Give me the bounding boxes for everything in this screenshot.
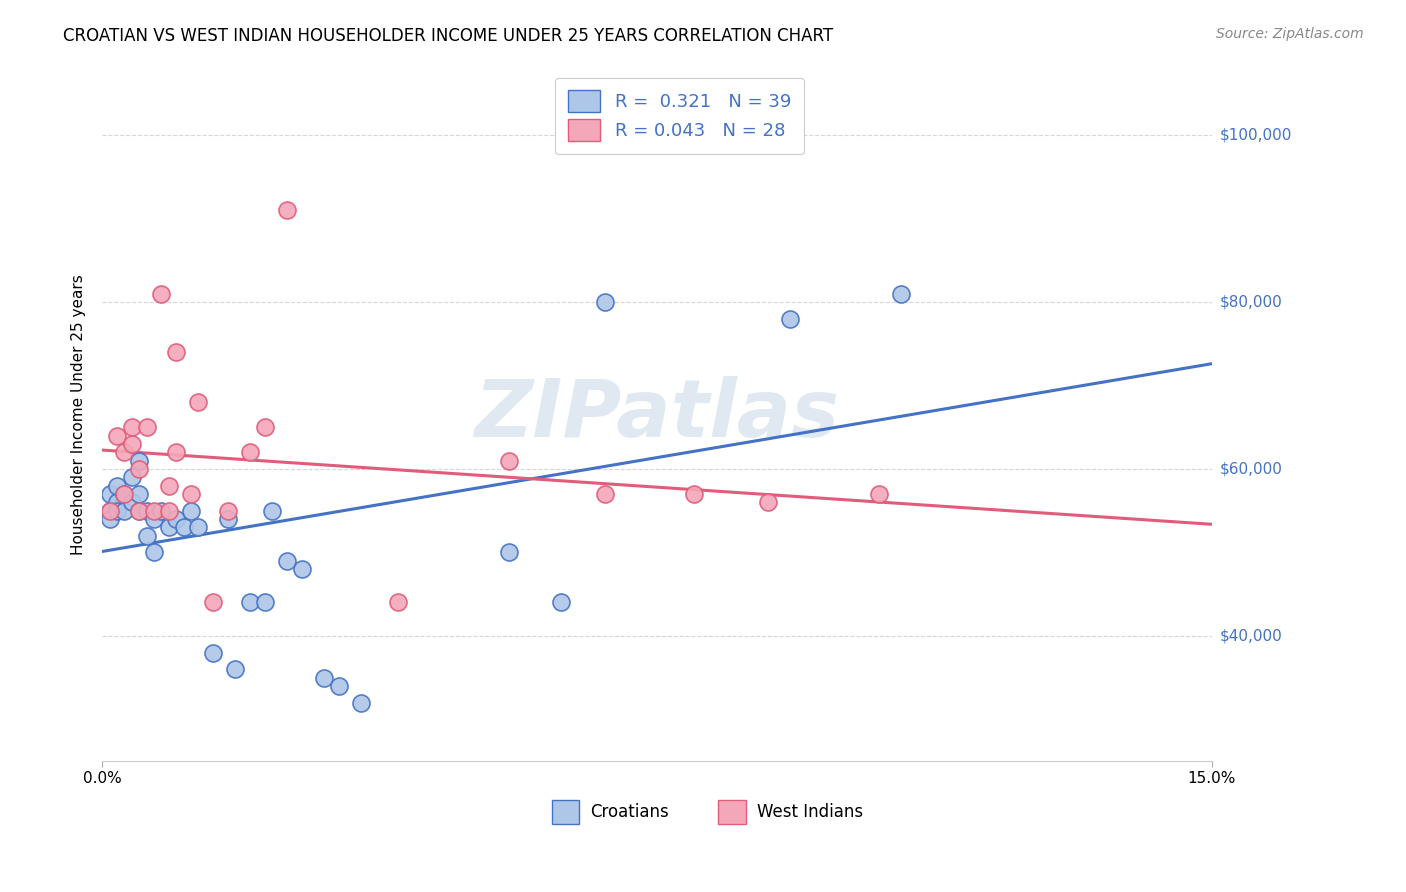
Text: $80,000: $80,000 xyxy=(1220,294,1282,310)
Point xyxy=(498,453,520,467)
Text: $40,000: $40,000 xyxy=(1220,628,1282,643)
Point xyxy=(98,504,121,518)
Point xyxy=(593,487,616,501)
FancyBboxPatch shape xyxy=(551,800,579,824)
FancyBboxPatch shape xyxy=(718,800,745,824)
Text: $60,000: $60,000 xyxy=(1220,461,1284,476)
Point xyxy=(350,696,373,710)
Point xyxy=(253,420,276,434)
Point xyxy=(135,504,157,518)
Point xyxy=(314,671,336,685)
Point xyxy=(165,445,187,459)
Point xyxy=(143,504,166,518)
Text: CROATIAN VS WEST INDIAN HOUSEHOLDER INCOME UNDER 25 YEARS CORRELATION CHART: CROATIAN VS WEST INDIAN HOUSEHOLDER INCO… xyxy=(63,27,834,45)
Point xyxy=(157,478,180,492)
Point xyxy=(112,504,135,518)
Point xyxy=(217,504,239,518)
Point xyxy=(98,487,121,501)
Point xyxy=(128,487,150,501)
Point xyxy=(328,679,350,693)
Point xyxy=(593,295,616,310)
Point xyxy=(253,595,276,609)
Point xyxy=(224,662,246,676)
Point xyxy=(121,470,143,484)
Point xyxy=(157,520,180,534)
Point xyxy=(112,487,135,501)
Point xyxy=(157,504,180,518)
Point xyxy=(239,445,262,459)
Point xyxy=(276,554,298,568)
Point xyxy=(121,420,143,434)
Point xyxy=(128,462,150,476)
Point xyxy=(262,504,284,518)
Point xyxy=(128,504,150,518)
Point xyxy=(187,520,209,534)
Point xyxy=(112,487,135,501)
Point xyxy=(291,562,314,576)
Point xyxy=(217,512,239,526)
Point xyxy=(202,595,225,609)
Point xyxy=(128,504,150,518)
Point xyxy=(550,595,572,609)
Point xyxy=(239,595,262,609)
Point xyxy=(890,286,912,301)
Point xyxy=(387,595,409,609)
Point xyxy=(276,203,298,218)
Text: ZIPatlas: ZIPatlas xyxy=(475,376,839,454)
Point xyxy=(143,545,166,559)
Point xyxy=(105,478,128,492)
Point xyxy=(683,487,706,501)
Text: Source: ZipAtlas.com: Source: ZipAtlas.com xyxy=(1216,27,1364,41)
Point xyxy=(498,545,520,559)
Point xyxy=(98,504,121,518)
Point xyxy=(150,504,173,518)
Point xyxy=(121,437,143,451)
Point xyxy=(128,453,150,467)
Point xyxy=(756,495,779,509)
Point xyxy=(121,495,143,509)
Text: Croatians: Croatians xyxy=(591,803,669,821)
Point xyxy=(105,495,128,509)
Point xyxy=(180,487,202,501)
Text: West Indians: West Indians xyxy=(756,803,863,821)
Point xyxy=(135,529,157,543)
Point xyxy=(173,520,195,534)
Point xyxy=(187,395,209,409)
Point xyxy=(150,286,173,301)
Text: $100,000: $100,000 xyxy=(1220,128,1292,143)
Point xyxy=(98,512,121,526)
Point xyxy=(135,420,157,434)
Point xyxy=(180,504,202,518)
Legend: R =  0.321   N = 39, R = 0.043   N = 28: R = 0.321 N = 39, R = 0.043 N = 28 xyxy=(555,78,804,154)
Point xyxy=(105,504,128,518)
Point xyxy=(202,646,225,660)
Point xyxy=(165,512,187,526)
Point xyxy=(143,512,166,526)
Point xyxy=(779,311,801,326)
Y-axis label: Householder Income Under 25 years: Householder Income Under 25 years xyxy=(72,275,86,555)
Point xyxy=(868,487,890,501)
Point xyxy=(165,345,187,359)
Point xyxy=(105,428,128,442)
Point xyxy=(112,445,135,459)
